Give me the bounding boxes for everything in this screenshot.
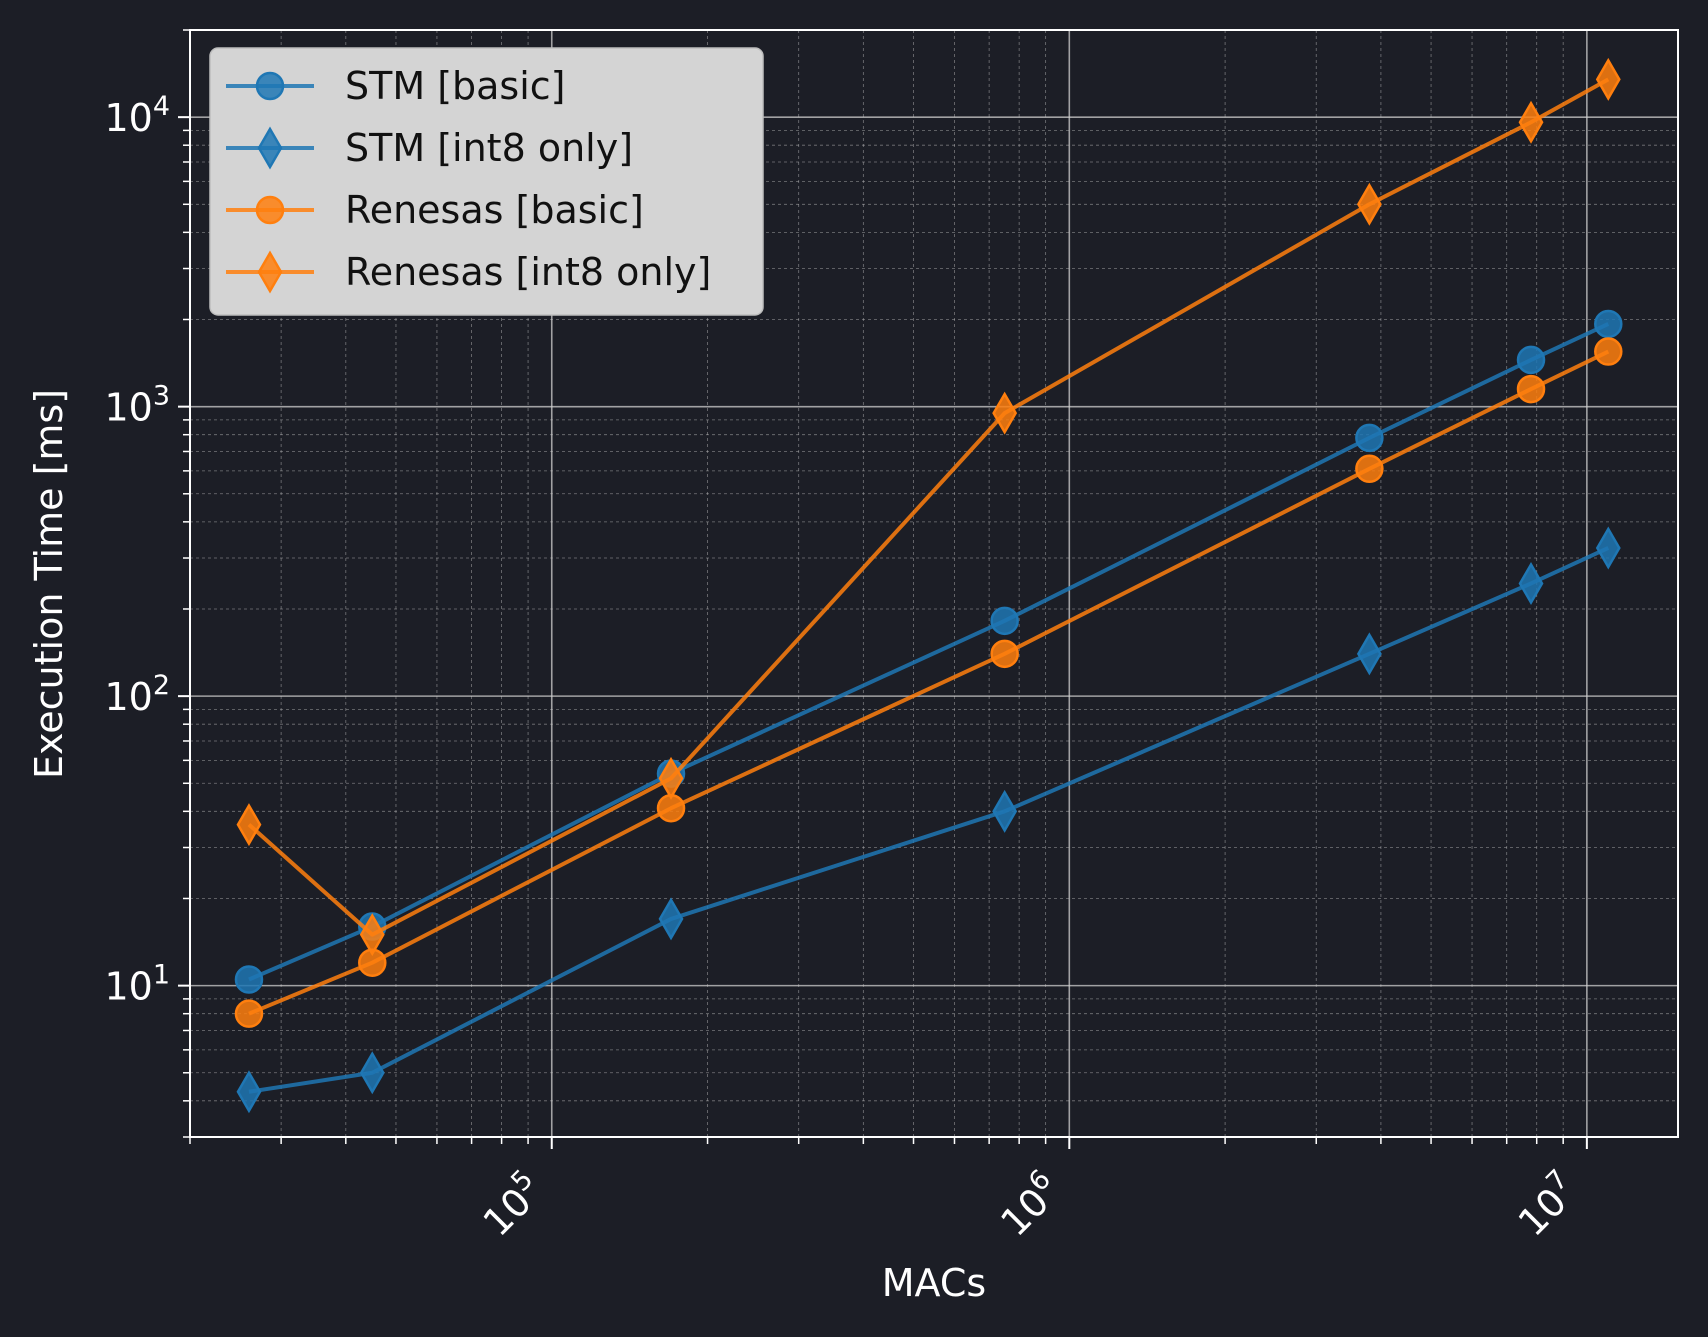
- legend-label: STM [int8 only]: [345, 126, 633, 170]
- data-point: [1356, 456, 1382, 482]
- data-point: [1595, 339, 1621, 365]
- data-point: [992, 641, 1018, 667]
- data-point: [236, 1001, 262, 1027]
- legend-label: STM [basic]: [345, 64, 566, 108]
- legend-label: Renesas [basic]: [345, 188, 644, 232]
- y-axis-label: Execution Time [ms]: [27, 389, 71, 779]
- data-point: [992, 608, 1018, 634]
- legend-label: Renesas [int8 only]: [345, 250, 711, 294]
- x-axis-label: MACs: [882, 1261, 986, 1305]
- data-point: [1518, 347, 1544, 373]
- data-point: [1595, 311, 1621, 337]
- legend: STM [basic] STM [int8 only] Renesas [basic…: [210, 48, 763, 315]
- data-point: [1356, 425, 1382, 451]
- data-point: [1518, 376, 1544, 402]
- legend-marker: [257, 73, 283, 99]
- legend-marker: [257, 197, 283, 223]
- data-point: [236, 966, 262, 992]
